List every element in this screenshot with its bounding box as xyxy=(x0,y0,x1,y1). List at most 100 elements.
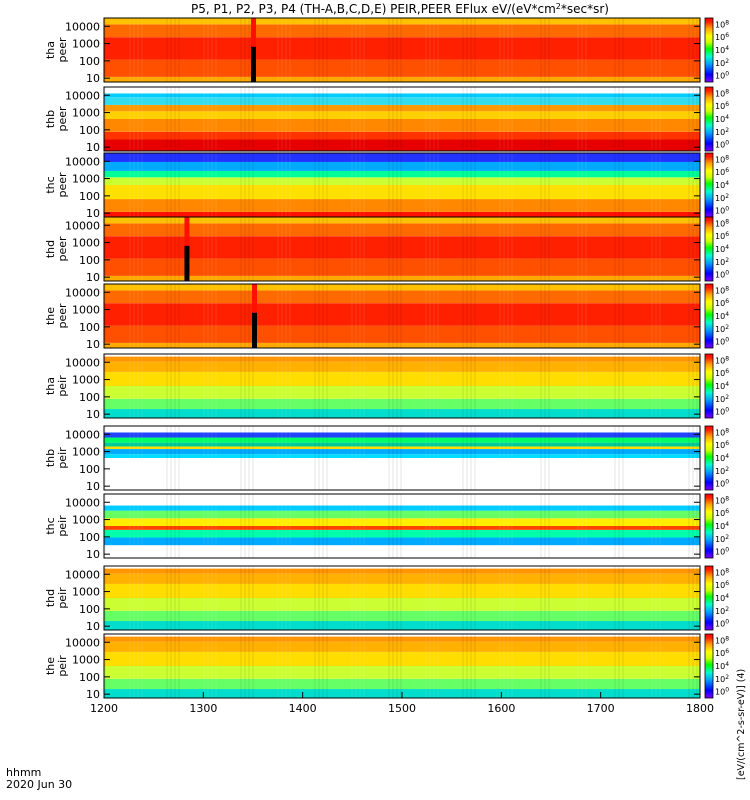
energy-band xyxy=(104,275,700,281)
texture-streak xyxy=(129,217,131,281)
texture-streak xyxy=(166,18,168,82)
texture-streak xyxy=(655,18,657,82)
texture-streak xyxy=(141,634,143,698)
texture-streak xyxy=(511,354,513,418)
texture-streak xyxy=(696,153,698,217)
colorbar-tick-exponent: 4 xyxy=(725,244,729,251)
texture-streak xyxy=(548,354,550,418)
texture-streak xyxy=(351,634,353,698)
texture-streak xyxy=(244,87,246,151)
colorbar-tick-label: 106 xyxy=(715,440,729,450)
texture-streak xyxy=(696,18,698,82)
texture-streak xyxy=(433,18,435,82)
texture-streak xyxy=(133,87,135,151)
texture-streak xyxy=(137,153,139,217)
texture-streak xyxy=(170,634,172,698)
texture-streak xyxy=(326,217,328,281)
texture-streak xyxy=(437,87,439,151)
texture-streak xyxy=(326,153,328,217)
texture-streak xyxy=(540,87,542,151)
colorbar-tick-label: 100 xyxy=(715,479,729,489)
texture-streak xyxy=(614,18,616,82)
texture-streak xyxy=(581,426,583,490)
x-tick-label: 1800 xyxy=(686,702,714,715)
spectrogram-image xyxy=(104,153,700,217)
texture-streak xyxy=(363,284,365,348)
colorbar-tick-exponent: 8 xyxy=(725,285,729,292)
texture-streak xyxy=(466,566,468,630)
texture-streak xyxy=(359,426,361,490)
texture-streak xyxy=(499,284,501,348)
energy-band xyxy=(104,76,700,82)
probe-label: thc xyxy=(44,176,57,193)
texture-streak xyxy=(248,426,250,490)
spectrogram-image xyxy=(104,634,700,698)
texture-streak xyxy=(622,87,624,151)
texture-streak xyxy=(618,634,620,698)
texture-streak xyxy=(314,87,316,151)
panel-thb-peer: 10 100 1000 10000 thbpeer 100 102 104 106 108 xyxy=(44,86,729,154)
texture-streak xyxy=(170,87,172,151)
data-gap xyxy=(184,245,190,281)
texture-streak xyxy=(425,87,427,151)
texture-streak xyxy=(351,284,353,348)
texture-streak xyxy=(655,354,657,418)
texture-streak xyxy=(359,494,361,558)
energy-band xyxy=(104,354,700,357)
texture-streak xyxy=(507,566,509,630)
texture-streak xyxy=(425,494,427,558)
colorbar-tick-label: 102 xyxy=(715,58,729,68)
colorbar-tick-label: 104 xyxy=(715,114,729,124)
colorbar-tick-exponent: 2 xyxy=(725,394,729,401)
colorbar-tick-exponent: 4 xyxy=(725,661,729,668)
texture-streak xyxy=(133,284,135,348)
probe-label: thd xyxy=(44,589,57,607)
texture-streak xyxy=(141,217,143,281)
texture-streak xyxy=(651,153,653,217)
texture-streak xyxy=(540,634,542,698)
texture-streak xyxy=(322,153,324,217)
texture-streak xyxy=(577,354,579,418)
y-tick-label: 10 xyxy=(86,271,100,284)
energy-band xyxy=(104,236,700,259)
energy-band xyxy=(104,161,700,171)
species-label: peer xyxy=(56,172,69,198)
species-label: peir xyxy=(56,655,69,677)
texture-streak xyxy=(581,18,583,82)
texture-streak xyxy=(240,153,242,217)
texture-streak xyxy=(318,494,320,558)
colorbar: 100 102 104 106 108 xyxy=(704,17,729,83)
texture-streak xyxy=(429,153,431,217)
texture-streak xyxy=(392,426,394,490)
texture-streak xyxy=(166,426,168,490)
texture-streak xyxy=(540,18,542,82)
texture-streak xyxy=(170,494,172,558)
texture-streak xyxy=(462,18,464,82)
energy-band xyxy=(104,537,700,546)
texture-streak xyxy=(507,18,509,82)
texture-streak xyxy=(577,284,579,348)
energy-band xyxy=(104,398,700,410)
texture-streak xyxy=(351,566,353,630)
texture-streak xyxy=(499,153,501,217)
energy-band xyxy=(104,442,700,447)
texture-streak xyxy=(688,18,690,82)
texture-streak xyxy=(240,217,242,281)
texture-streak xyxy=(174,634,176,698)
texture-streak xyxy=(585,494,587,558)
texture-streak xyxy=(355,87,357,151)
texture-streak xyxy=(289,426,291,490)
texture-streak xyxy=(692,217,694,281)
texture-streak xyxy=(499,634,501,698)
texture-streak xyxy=(285,426,287,490)
texture-streak xyxy=(581,566,583,630)
species-label: peer xyxy=(56,37,69,63)
energy-band xyxy=(104,119,700,132)
colorbar-tick-exponent: 8 xyxy=(725,355,729,362)
texture-streak xyxy=(696,87,698,151)
probe-label: thc xyxy=(44,517,57,534)
texture-streak xyxy=(462,354,464,418)
colorbar: 100 102 104 106 108 xyxy=(704,283,729,349)
texture-streak xyxy=(285,354,287,418)
